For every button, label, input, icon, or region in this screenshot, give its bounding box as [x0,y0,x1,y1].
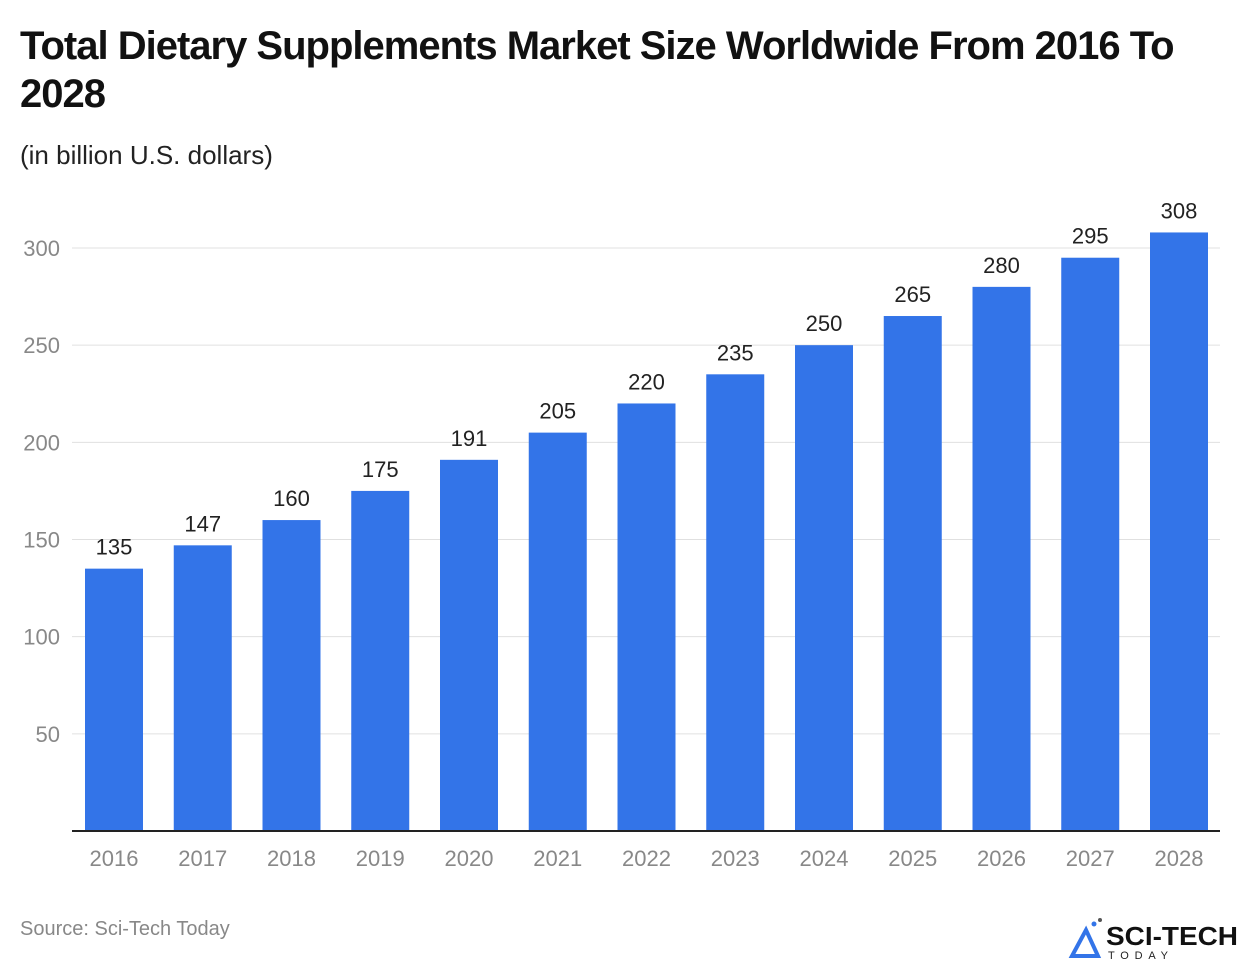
data-label: 265 [894,282,931,307]
x-tick-label: 2027 [1066,846,1115,871]
bar [262,520,321,831]
data-label: 220 [628,369,665,394]
bar [1150,232,1208,831]
y-tick-label: 250 [23,333,60,358]
x-tick-label: 2026 [977,846,1026,871]
x-tick-label: 2022 [622,846,671,871]
bar [795,345,853,831]
svg-text:TODAY: TODAY [1108,950,1169,960]
y-tick-label: 100 [23,625,60,650]
data-label: 191 [451,426,488,451]
x-tick-label: 2021 [533,846,582,871]
x-tick-label: 2016 [90,846,139,871]
data-label: 250 [806,311,843,336]
chart-title: Total Dietary Supplements Market Size Wo… [20,24,1175,116]
data-label: 280 [983,253,1020,278]
y-tick-label: 150 [23,528,60,553]
data-label: 295 [1072,224,1109,249]
data-label: 160 [273,486,310,511]
x-tick-label: 2024 [800,846,849,871]
x-tick-label: 2017 [178,846,227,871]
bar [617,403,676,831]
bar [440,459,498,831]
data-label: 175 [362,457,399,482]
svg-text:SCI-TECH: SCI-TECH [1106,921,1238,951]
x-tick-label: 2025 [888,846,937,871]
bar [528,432,587,831]
y-tick-label: 200 [23,430,60,455]
data-label: 147 [184,511,221,536]
x-tick-label: 2019 [356,846,405,871]
data-label: 308 [1161,198,1198,223]
bar [351,490,410,831]
data-label: 235 [717,340,754,365]
x-tick-label: 2020 [445,846,494,871]
data-label: 205 [539,399,576,424]
bar [706,374,765,831]
sci-tech-today-logo: SCI-TECH TODAY [1068,918,1238,960]
bar [173,545,232,831]
chart-subtitle: (in billion U.S. dollars) [20,140,273,170]
source-note: Source: Sci-Tech Today [20,918,230,940]
chart-header: Total Dietary Supplements Market Size Wo… [20,22,1235,170]
bar [972,286,1031,831]
y-tick-label: 300 [23,236,60,261]
bar-chart: 50 100 150 200 250 300 135 2016 147 2017 160 2018 17… [23,198,1220,871]
x-tick-label: 2018 [267,846,316,871]
bar [1061,257,1120,831]
bar [85,568,143,831]
x-tick-label: 2028 [1155,846,1204,871]
data-label: 135 [96,535,133,560]
x-tick-label: 2023 [711,846,760,871]
y-tick-label: 50 [36,722,60,747]
bar [883,316,942,831]
